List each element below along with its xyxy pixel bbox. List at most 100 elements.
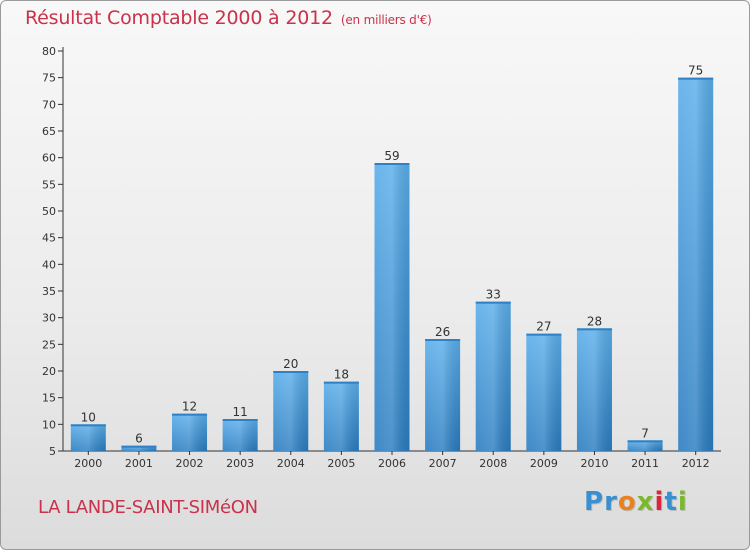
bar-top-edge bbox=[70, 424, 106, 427]
data-label: 33 bbox=[486, 288, 501, 302]
y-tick: 55 bbox=[42, 178, 63, 191]
data-label: 59 bbox=[384, 149, 399, 163]
bar-2010 bbox=[576, 328, 612, 451]
chart-title-text: Résultat Comptable 2000 à 2012 bbox=[25, 7, 333, 29]
bar-top-edge bbox=[374, 163, 410, 165]
y-tick: 40 bbox=[42, 258, 63, 271]
logo-letter: o bbox=[617, 487, 637, 517]
y-tick: 30 bbox=[42, 312, 63, 325]
chart-unit-label: (en milliers d'€) bbox=[340, 13, 432, 27]
logo-letter: P bbox=[584, 487, 605, 517]
bar-2001 bbox=[121, 445, 157, 451]
y-tick: 10 bbox=[42, 418, 63, 431]
x-tick-label: 2001 bbox=[125, 457, 153, 470]
bar-shine bbox=[121, 445, 157, 451]
logo-letter: i bbox=[677, 487, 688, 517]
bar-top-edge bbox=[425, 339, 461, 341]
y-tick-label: 55 bbox=[42, 178, 56, 191]
y-tick-label: 5 bbox=[49, 445, 56, 458]
bar-top-edge bbox=[475, 301, 511, 304]
bar-shine bbox=[526, 333, 562, 451]
bar-shine bbox=[323, 381, 359, 451]
y-tick: 80 bbox=[42, 45, 63, 58]
bar-top-edge bbox=[323, 381, 359, 384]
y-tick-label: 15 bbox=[42, 392, 56, 405]
bar-top-edge bbox=[627, 440, 663, 443]
y-tick: 65 bbox=[42, 125, 63, 138]
logo-letter: r bbox=[604, 487, 618, 517]
x-tick-label: 2000 bbox=[74, 457, 102, 470]
y-tick: 35 bbox=[42, 285, 63, 298]
bar-shine bbox=[475, 301, 511, 451]
bar-2002 bbox=[172, 413, 208, 451]
y-tick-label: 70 bbox=[42, 98, 56, 111]
bar-shine bbox=[273, 371, 309, 451]
y-tick: 50 bbox=[42, 205, 63, 218]
bar-2005 bbox=[323, 381, 359, 451]
data-label: 10 bbox=[81, 410, 96, 424]
bar-top-edge bbox=[172, 413, 208, 416]
data-label: 12 bbox=[182, 400, 197, 414]
y-tick: 45 bbox=[42, 232, 63, 245]
y-tick: 15 bbox=[42, 392, 63, 405]
x-tick-label: 2010 bbox=[580, 457, 608, 470]
x-tick-label: 2007 bbox=[429, 457, 457, 470]
y-tick-label: 30 bbox=[42, 312, 56, 325]
data-label: 6 bbox=[135, 432, 143, 446]
y-tick: 5 bbox=[49, 445, 63, 458]
data-label: 7 bbox=[641, 426, 649, 440]
bar-shine bbox=[678, 77, 714, 452]
data-label: 26 bbox=[435, 325, 450, 339]
bar-2012 bbox=[678, 77, 714, 452]
y-tick-label: 35 bbox=[42, 285, 56, 298]
bar-top-edge bbox=[678, 77, 714, 80]
y-tick: 20 bbox=[42, 365, 63, 378]
y-axis-ticks: 5 10 15 20 25 30 35 40 45 50 55 60 65 70 75 80 bbox=[42, 45, 63, 458]
y-tick-label: 75 bbox=[42, 72, 56, 85]
bar-2007 bbox=[425, 339, 461, 451]
y-tick-label: 10 bbox=[42, 418, 56, 431]
y-tick-label: 50 bbox=[42, 205, 56, 218]
bar-2009 bbox=[526, 333, 562, 451]
x-tick-label: 2012 bbox=[682, 457, 710, 470]
bar-2006 bbox=[374, 163, 410, 451]
commune-name: LA LANDE-SAINT-SIMéON bbox=[38, 497, 258, 518]
x-tick-label: 2011 bbox=[631, 457, 659, 470]
data-label: 27 bbox=[536, 320, 551, 334]
y-tick: 60 bbox=[42, 152, 63, 165]
y-tick-label: 60 bbox=[42, 152, 56, 165]
data-label: 20 bbox=[283, 357, 298, 371]
data-label: 28 bbox=[587, 314, 602, 328]
bar-top-edge bbox=[273, 371, 309, 373]
bar-shine bbox=[172, 413, 208, 451]
x-tick-label: 2003 bbox=[226, 457, 254, 470]
x-tick-label: 2005 bbox=[327, 457, 355, 470]
y-tick: 75 bbox=[42, 72, 63, 85]
bar-shine bbox=[70, 424, 106, 451]
bar-2000 bbox=[70, 424, 106, 451]
bar-top-edge bbox=[222, 419, 258, 421]
x-tick-label: 2008 bbox=[479, 457, 507, 470]
logo-letter: i bbox=[654, 487, 665, 517]
y-tick-label: 80 bbox=[42, 45, 56, 58]
y-tick-label: 20 bbox=[42, 365, 56, 378]
bar-top-edge bbox=[121, 445, 157, 448]
bar-top-edge bbox=[526, 333, 562, 336]
x-axis-labels: 2000 2001 2002 2003 2004 2005 2006 2007 2008 2009… bbox=[74, 451, 710, 470]
x-tick-label: 2006 bbox=[378, 457, 406, 470]
data-label: 75 bbox=[688, 64, 703, 78]
y-tick-label: 40 bbox=[42, 258, 56, 271]
chart-title: Résultat Comptable 2000 à 2012 (en millie… bbox=[25, 7, 432, 29]
y-tick-label: 65 bbox=[42, 125, 56, 138]
y-tick-label: 25 bbox=[42, 338, 56, 351]
bar-2011 bbox=[627, 440, 663, 451]
data-labels: 10 6 12 11 20 18 59 26 33 27 28 7 75 bbox=[81, 64, 704, 446]
bar-shine bbox=[222, 419, 258, 451]
logo-letter: x bbox=[636, 487, 655, 517]
x-tick-label: 2002 bbox=[176, 457, 204, 470]
bar-2004 bbox=[273, 371, 309, 451]
bar-2008 bbox=[475, 301, 511, 451]
proxiti-logo: Proxiti bbox=[584, 487, 688, 517]
